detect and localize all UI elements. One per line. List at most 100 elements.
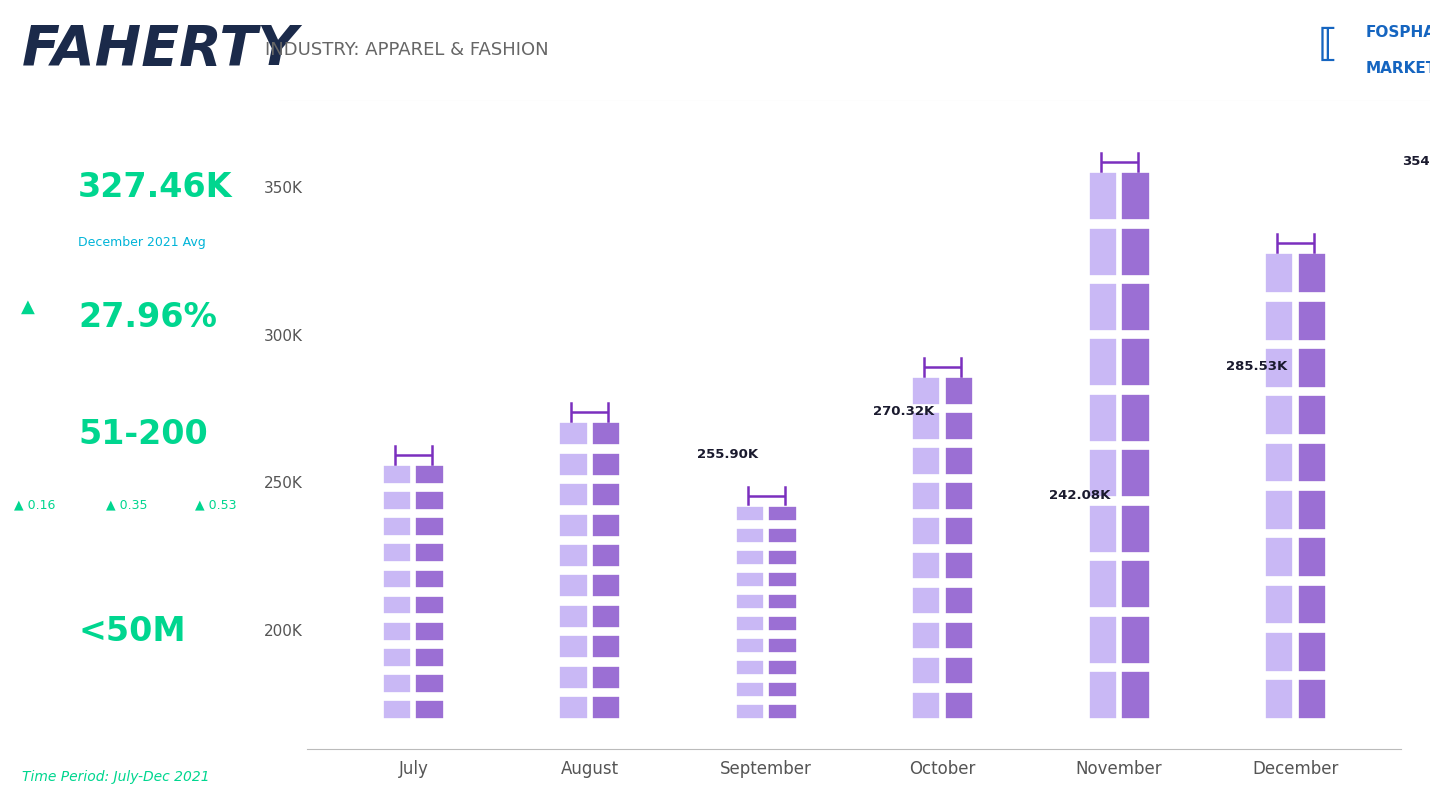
Bar [1297, 584, 1326, 625]
Bar [735, 660, 764, 675]
Bar [1121, 228, 1150, 275]
Bar [383, 648, 412, 667]
Bar [383, 491, 412, 510]
Text: Traffic Growth Rate: Traffic Growth Rate [79, 344, 246, 359]
Bar [1297, 254, 1326, 293]
Bar [383, 543, 412, 562]
Bar [1297, 632, 1326, 671]
Bar [559, 635, 588, 658]
Bar [592, 635, 621, 658]
Bar [768, 594, 797, 609]
Text: INDUSTRY: APPAREL & FASHION: INDUSTRY: APPAREL & FASHION [265, 41, 548, 60]
Bar [768, 683, 797, 697]
Bar [1088, 283, 1117, 331]
Bar [1266, 537, 1293, 577]
Bar [912, 412, 941, 440]
Bar [1297, 679, 1326, 719]
Bar [416, 518, 443, 536]
Bar [416, 543, 443, 562]
Text: 285.53K: 285.53K [1226, 361, 1287, 374]
Bar [912, 587, 941, 614]
Bar [559, 696, 588, 719]
Text: 1y Growth: 1y Growth [106, 526, 163, 537]
Bar [1266, 348, 1293, 388]
Bar [592, 514, 621, 537]
Bar [592, 452, 621, 476]
Bar [416, 570, 443, 588]
Bar [592, 575, 621, 597]
Bar [945, 378, 974, 405]
Bar [592, 605, 621, 628]
Bar [559, 423, 588, 445]
Text: MARKETING: MARKETING [1366, 61, 1430, 76]
Bar [416, 491, 443, 510]
Bar [768, 638, 797, 653]
Bar [945, 691, 974, 719]
Text: December 2021 Avg: December 2021 Avg [79, 236, 206, 249]
Bar [735, 616, 764, 631]
Bar [768, 572, 797, 587]
Text: 270.32K: 270.32K [872, 406, 934, 419]
Bar [735, 638, 764, 653]
Bar [559, 575, 588, 597]
Bar [768, 506, 797, 521]
Bar [912, 691, 941, 719]
Bar [768, 704, 797, 719]
Text: ▲ 0.35: ▲ 0.35 [106, 498, 147, 512]
Text: FOSPHA: FOSPHA [1366, 25, 1430, 39]
Text: Time Period: July-Dec 2021: Time Period: July-Dec 2021 [23, 770, 210, 784]
Text: ▲: ▲ [21, 298, 34, 316]
Bar [912, 378, 941, 405]
Bar [945, 657, 974, 684]
Bar [592, 696, 621, 719]
Bar [1266, 300, 1293, 341]
Bar [416, 700, 443, 719]
Bar [416, 674, 443, 693]
Text: FAHERTY: FAHERTY [21, 23, 297, 77]
Bar [1088, 228, 1117, 275]
Bar [1266, 632, 1293, 671]
Bar [1088, 616, 1117, 663]
Bar [945, 447, 974, 475]
Bar [1088, 671, 1117, 719]
Bar [1297, 443, 1326, 482]
Bar [1297, 300, 1326, 341]
Bar [735, 594, 764, 609]
Bar [383, 596, 412, 614]
Text: Daily Website Traffic: Daily Website Traffic [79, 210, 256, 225]
Bar [559, 483, 588, 506]
Bar [383, 570, 412, 588]
Bar [1297, 490, 1326, 530]
Bar [945, 587, 974, 614]
Bar [1121, 616, 1150, 663]
Bar [1121, 394, 1150, 442]
Bar [1121, 560, 1150, 609]
Text: 2y Growth: 2y Growth [194, 526, 253, 537]
Bar [559, 514, 588, 537]
Bar [735, 683, 764, 697]
Text: 255.90K: 255.90K [696, 448, 758, 461]
Bar [416, 596, 443, 614]
Bar [1121, 671, 1150, 719]
Bar [1266, 679, 1293, 719]
Bar [1088, 338, 1117, 386]
Bar [559, 544, 588, 567]
Text: Revenue: Revenue [79, 657, 153, 672]
Bar [912, 447, 941, 475]
Bar [1121, 505, 1150, 553]
Bar [559, 666, 588, 688]
Bar [945, 552, 974, 580]
Bar [1121, 338, 1150, 386]
Text: 51-200: 51-200 [79, 418, 207, 451]
Bar [912, 621, 941, 650]
Bar [559, 605, 588, 628]
Bar [1121, 283, 1150, 331]
Bar [1088, 560, 1117, 609]
Text: 354.92K: 354.92K [1403, 155, 1430, 168]
Bar [1266, 584, 1293, 625]
Text: ▲ 0.16: ▲ 0.16 [14, 498, 56, 512]
Text: 327.46K: 327.46K [79, 171, 233, 204]
Bar [945, 412, 974, 440]
Bar [559, 452, 588, 476]
Bar [768, 660, 797, 675]
